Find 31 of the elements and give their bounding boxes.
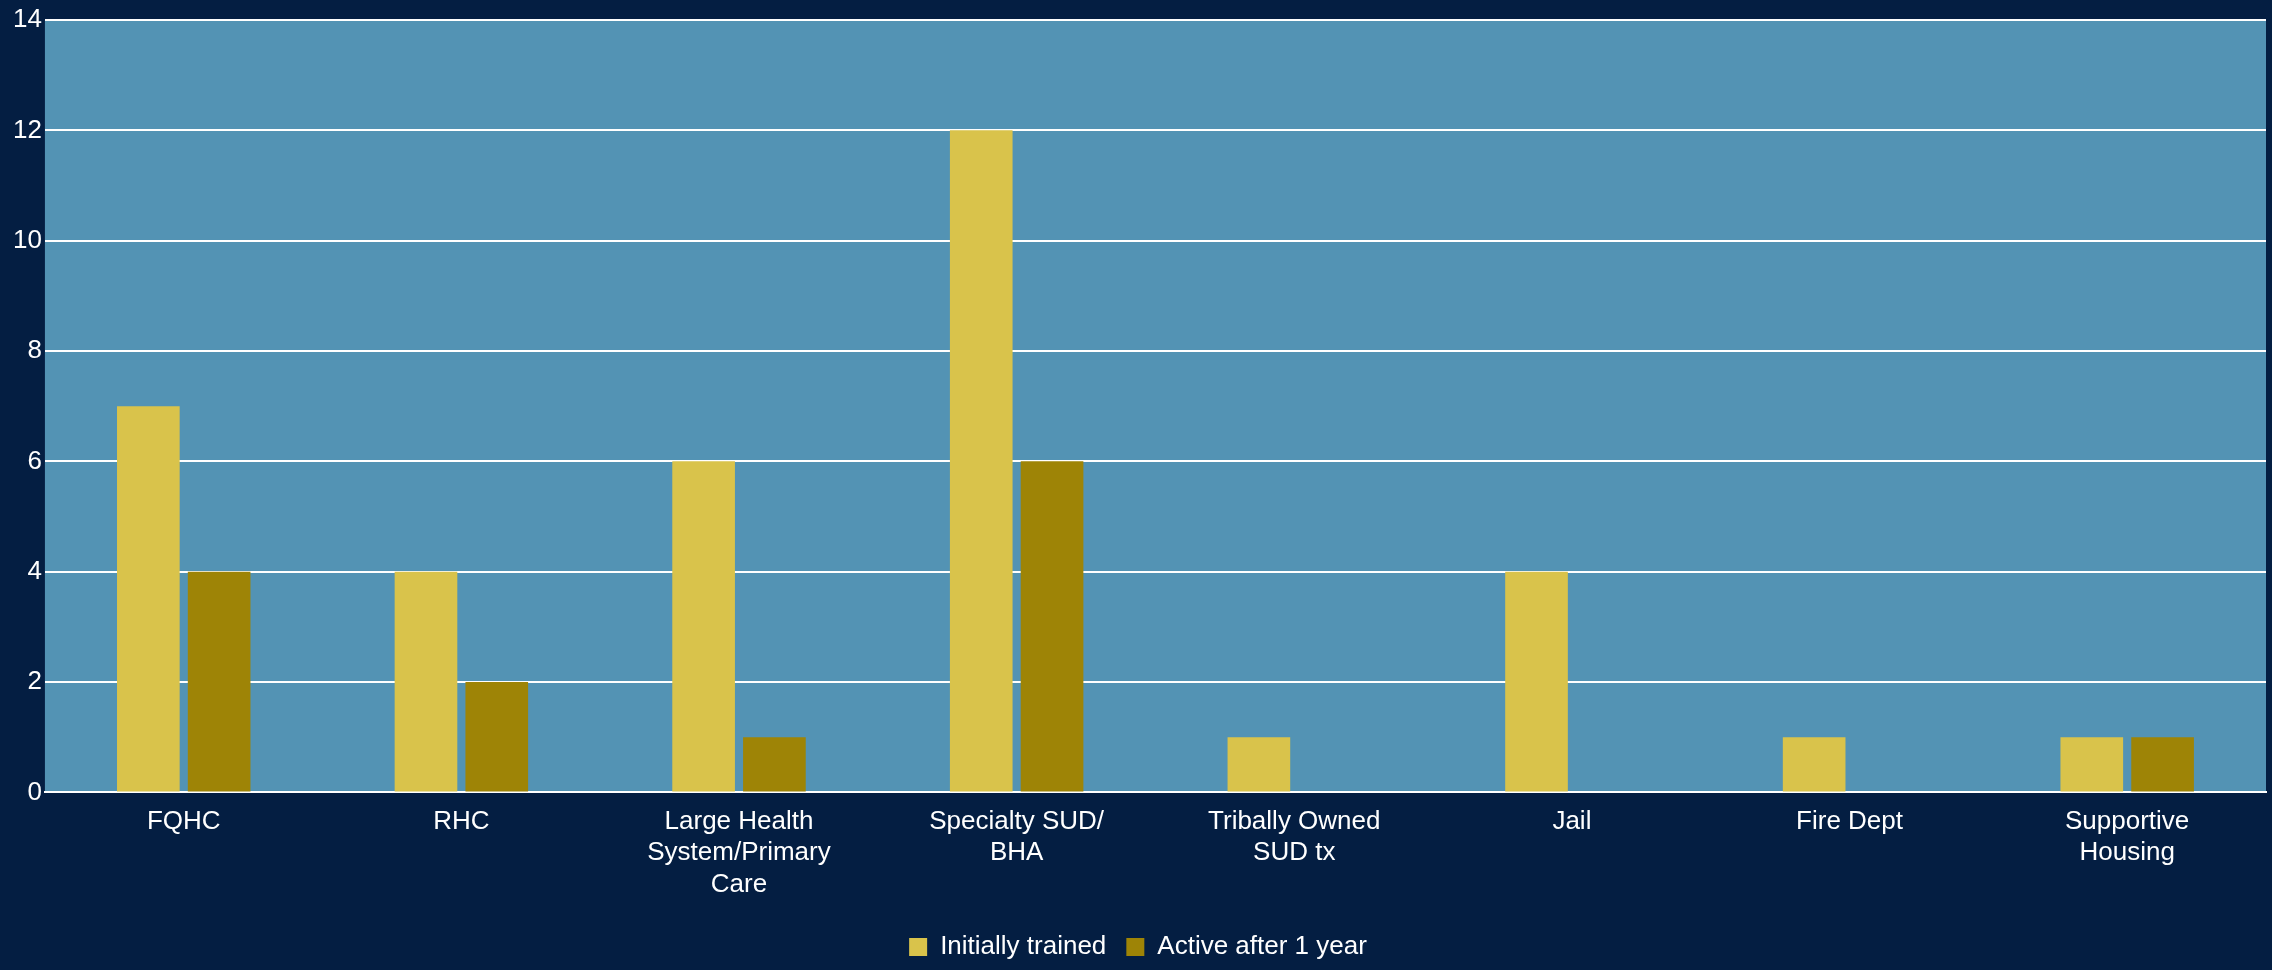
x-tick-label: FQHC: [146, 805, 221, 836]
x-tick-label: RHC: [433, 805, 490, 836]
bar: [1505, 571, 1568, 792]
bar: [465, 682, 529, 792]
bar: [949, 130, 1013, 792]
y-tick-label: 12: [13, 113, 42, 144]
bar: [1020, 461, 1084, 792]
y-tick-label: 8: [27, 334, 42, 365]
y-tick-label: 2: [27, 665, 42, 696]
x-tick-label: Supportive Housing: [2065, 805, 2190, 867]
bar: [672, 461, 735, 792]
x-tick-label: Fire Dept: [1796, 805, 1904, 836]
x-tick-label: Specialty SUD/BHA: [929, 805, 1105, 867]
y-tick-label: 4: [27, 554, 42, 585]
bar: [2131, 737, 2194, 792]
bar: [187, 571, 251, 792]
bar: [743, 737, 806, 792]
bar: [1782, 737, 1846, 792]
bar: [394, 571, 458, 792]
bar: [1227, 737, 1291, 792]
bar: [117, 406, 180, 792]
x-tick-label: Jail: [1552, 805, 1592, 836]
bar: [2060, 737, 2124, 792]
x-tick-label: Large Health System/Primary Care: [647, 805, 831, 898]
legend-label: Active after 1 year: [1157, 930, 1368, 961]
y-tick-label: 0: [27, 775, 42, 806]
y-tick-label: 6: [27, 444, 42, 475]
y-tick-label: 10: [13, 223, 42, 254]
y-tick-label: 14: [13, 3, 42, 34]
x-tick-label: Tribally Owned SUD tx: [1208, 805, 1381, 867]
legend-label: Initially trained: [940, 930, 1107, 961]
